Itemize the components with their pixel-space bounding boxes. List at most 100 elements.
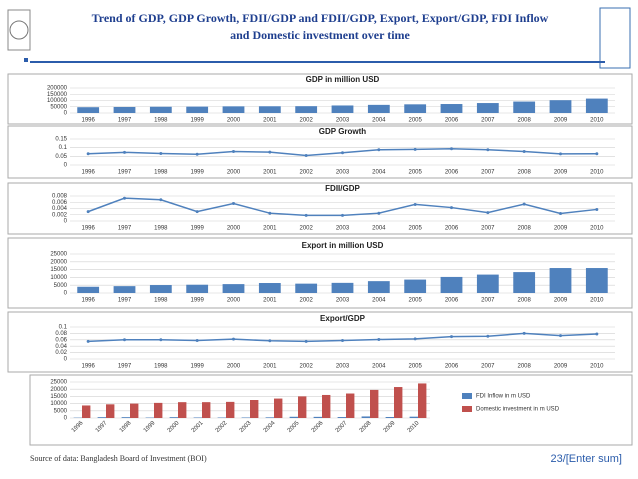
x-tick-label: 2006	[445, 364, 459, 370]
bar	[513, 101, 536, 113]
x-tick-label: 2009	[554, 118, 568, 124]
x-tick-label: 1998	[154, 226, 168, 232]
page-number: 23/[Enter sum]	[550, 453, 622, 465]
x-tick-label: 1996	[81, 364, 95, 370]
y-tick-label: 15000	[50, 267, 67, 273]
y-tick-label: 0.006	[52, 200, 68, 206]
point	[159, 198, 163, 202]
point	[232, 337, 235, 341]
y-tick-label: 0.08	[55, 331, 67, 337]
chart-title: GDP in million USD	[306, 75, 380, 84]
chart-title: Export in million USD	[302, 241, 384, 250]
point	[377, 337, 381, 341]
y-tick-label: 0	[64, 219, 68, 225]
y-tick-label: 0.004	[52, 206, 68, 212]
point	[559, 334, 562, 338]
x-tick-label: 2002	[299, 118, 313, 124]
bar	[77, 286, 100, 293]
bar	[265, 417, 274, 418]
bar	[149, 285, 172, 293]
y-tick-label: 15000	[50, 394, 67, 400]
logo-right	[599, 7, 631, 69]
point	[341, 338, 344, 342]
bar	[295, 106, 318, 113]
point	[195, 338, 199, 342]
point	[86, 152, 90, 156]
x-tick-label: 2006	[445, 298, 459, 304]
y-tick-label: 50000	[50, 104, 67, 110]
y-tick-label: 0.04	[55, 344, 67, 350]
bar	[106, 404, 115, 418]
bar	[367, 104, 390, 113]
y-tick-label: 0	[64, 416, 68, 422]
x-tick-label: 1998	[154, 364, 168, 370]
bar	[322, 394, 331, 418]
x-tick-label: 2008	[517, 170, 531, 176]
bar	[113, 286, 136, 293]
bar	[97, 417, 106, 418]
x-tick-label: 2003	[336, 118, 350, 124]
bar	[186, 284, 209, 293]
x-tick-label: 2006	[445, 118, 459, 124]
x-tick-label: 2008	[517, 364, 531, 370]
bar	[82, 405, 91, 418]
y-tick-label: 0.05	[55, 154, 67, 160]
x-tick-label: 1999	[190, 226, 204, 232]
bar	[385, 416, 394, 418]
y-tick-label: 10000	[50, 401, 67, 407]
bar	[258, 106, 281, 113]
x-tick-label: 1997	[118, 364, 132, 370]
bar	[258, 283, 281, 293]
bar	[440, 104, 463, 113]
bar	[418, 383, 427, 418]
x-tick-label: 2001	[263, 118, 277, 124]
x-tick-label: 2007	[481, 364, 495, 370]
x-tick-label: 2005	[408, 364, 422, 370]
logo-left	[7, 9, 31, 51]
y-tick-label: 0.1	[59, 325, 68, 331]
point	[486, 334, 490, 338]
x-tick-label: 2001	[263, 226, 277, 232]
bar	[289, 416, 298, 418]
bar	[274, 398, 283, 418]
bar	[241, 417, 250, 418]
bar	[476, 274, 499, 293]
y-tick-label: 10000	[50, 275, 67, 281]
bar	[154, 402, 163, 418]
x-tick-label: 2005	[408, 226, 422, 232]
y-tick-label: 25000	[50, 380, 67, 386]
point	[341, 151, 344, 155]
point	[450, 147, 453, 151]
x-tick-label: 1998	[154, 170, 168, 176]
point	[159, 338, 163, 342]
bar	[370, 389, 379, 418]
y-tick-label: 200000	[47, 86, 68, 92]
bar	[513, 272, 536, 293]
point	[268, 150, 272, 154]
point	[595, 207, 599, 211]
x-tick-label: 2007	[481, 226, 495, 232]
legend-swatch	[462, 393, 472, 399]
x-tick-label: 2000	[227, 170, 241, 176]
bar	[202, 402, 211, 418]
panel	[7, 73, 633, 125]
y-tick-label: 0.06	[55, 337, 67, 343]
x-tick-label: 2004	[372, 364, 386, 370]
bar	[250, 400, 259, 418]
bar	[361, 416, 370, 418]
x-tick-label: 1999	[190, 298, 204, 304]
x-tick-label: 2009	[554, 298, 568, 304]
slide-title: Trend of GDP, GDP Growth, FDII/GDP and F…	[91, 11, 549, 42]
point	[268, 339, 272, 343]
x-tick-label: 1999	[190, 118, 204, 124]
x-tick-label: 2004	[372, 298, 386, 304]
x-tick-label: 2005	[408, 298, 422, 304]
rule-dot	[24, 58, 28, 62]
point	[595, 332, 599, 336]
bar	[337, 417, 346, 418]
x-tick-label: 2000	[227, 118, 241, 124]
chart-title: FDII/GDP	[325, 184, 360, 193]
x-tick-label: 1997	[118, 226, 132, 232]
bar	[367, 281, 390, 293]
